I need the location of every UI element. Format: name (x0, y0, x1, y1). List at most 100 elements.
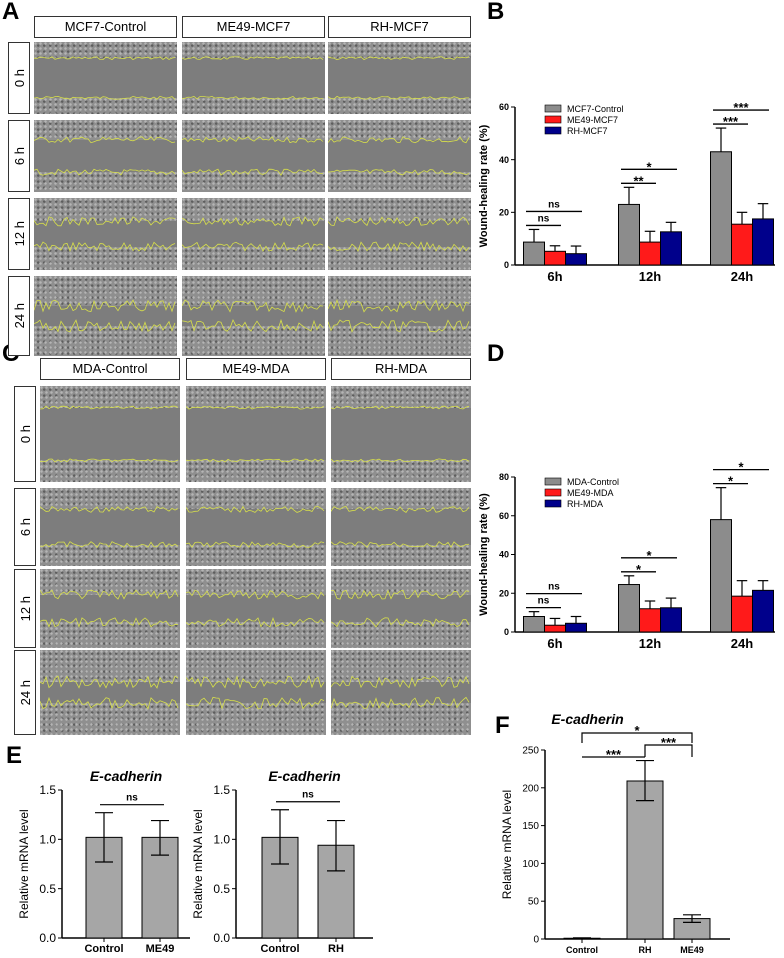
wound-edge-line (331, 617, 470, 628)
cell-layer (34, 97, 177, 114)
wound-edge-line (331, 675, 470, 689)
bar (618, 584, 640, 633)
x-tick-label: 24h (731, 636, 753, 651)
chart-title: E-cadherin (90, 768, 162, 784)
bar (660, 607, 682, 633)
wound-edge-line (328, 241, 470, 252)
x-tick-label: 12h (639, 636, 661, 651)
cell-layer (331, 544, 471, 566)
wound-edge-line (328, 169, 470, 176)
cell-layer (331, 460, 471, 482)
cell-layer (328, 198, 471, 222)
column-header: RH-MDA (331, 358, 471, 380)
y-axis-label: Wound-healing rate (%) (478, 124, 490, 247)
cell-layer (186, 386, 326, 408)
cell-layer (328, 246, 471, 270)
x-tick-label: Control (84, 943, 123, 955)
y-axis-label: Relative mRNA level (191, 809, 205, 918)
x-tick-label: ME49 (146, 943, 175, 955)
wound-edge-line (182, 95, 324, 100)
micrograph (328, 120, 471, 192)
cell-layer (40, 460, 180, 482)
y-tick-label: 20 (499, 207, 509, 217)
wound-edge-line (182, 216, 324, 227)
y-tick-label: 0 (533, 935, 539, 946)
y-tick-label: 0.0 (39, 931, 56, 945)
wound-edge-line (331, 589, 470, 600)
cell-layer (331, 386, 471, 408)
y-tick-label: 0 (504, 260, 509, 270)
significance-label: ns (538, 213, 550, 224)
y-tick-label: 40 (499, 155, 509, 165)
bar (523, 616, 545, 633)
cell-layer (40, 488, 180, 510)
significance-label: ** (633, 173, 644, 188)
cell-layer (186, 460, 326, 482)
wound-edge-line (182, 241, 324, 252)
column-header: ME49-MCF7 (182, 16, 325, 38)
bar (317, 844, 355, 939)
micrograph (34, 42, 177, 114)
x-tick-label: Control (260, 943, 299, 955)
wound-edge-line (40, 541, 179, 549)
bar (752, 218, 774, 266)
significance-label: * (646, 159, 652, 174)
significance-bracket (581, 732, 693, 743)
chart-title: E-cadherin (551, 711, 623, 727)
wound-edge-line (40, 617, 179, 628)
micrograph (186, 650, 326, 735)
y-tick-label: 1.0 (39, 833, 56, 847)
y-tick-label: 100 (522, 859, 539, 870)
wound-edge-line (328, 298, 470, 313)
cell-layer (40, 569, 180, 595)
row-label: 12 h (8, 198, 30, 270)
y-tick-label: 150 (522, 821, 539, 832)
micrograph (40, 488, 180, 566)
y-tick-label: 60 (499, 102, 509, 112)
wound-edge-line (328, 95, 469, 100)
row-label: 0 h (14, 386, 36, 482)
y-axis-label: Relative mRNA level (17, 809, 31, 918)
x-tick-label: 24h (731, 269, 753, 284)
wound-edge-line (34, 216, 176, 227)
cell-layer (182, 172, 325, 192)
wound-edge-line (186, 674, 325, 689)
wound-edge-line (182, 318, 324, 333)
column-header: RH-MCF7 (328, 16, 471, 38)
cell-layer (186, 544, 326, 566)
wound-edge-line (186, 696, 325, 710)
cell-layer (331, 703, 471, 735)
wound-edge-line (186, 589, 325, 600)
legend-swatch (544, 104, 562, 113)
cell-layer (328, 172, 471, 192)
bar (731, 223, 753, 266)
bar (639, 608, 661, 633)
cell-layer (186, 569, 326, 595)
y-tick-label: 40 (499, 550, 509, 560)
cell-layer (331, 622, 471, 648)
cell-layer (186, 488, 326, 510)
wound-edge-line (328, 136, 470, 144)
legend-swatch (544, 477, 562, 486)
wound-edge-line (34, 299, 176, 313)
row-label: 0 h (8, 42, 30, 114)
cell-layer (34, 120, 177, 140)
x-tick-label: Control (566, 945, 598, 955)
panel-label-f: F (495, 712, 510, 739)
legend-swatch (544, 488, 562, 497)
y-axis-label: Relative mRNA level (500, 790, 514, 899)
y-tick-label: 0 (504, 627, 509, 637)
chart-title: E-cadherin (268, 768, 340, 784)
wound-edge-line (182, 56, 324, 60)
x-tick-label: 12h (639, 269, 661, 284)
wound-edge-line (186, 617, 325, 628)
bar (565, 622, 587, 633)
micrograph (34, 276, 177, 356)
panel-label-d: D (487, 340, 505, 367)
panel-label-b: B (487, 0, 505, 25)
cell-layer (40, 386, 180, 408)
wound-edge-line (331, 405, 470, 410)
significance-label: * (738, 460, 744, 475)
micrograph (182, 276, 325, 356)
bar (731, 595, 753, 633)
